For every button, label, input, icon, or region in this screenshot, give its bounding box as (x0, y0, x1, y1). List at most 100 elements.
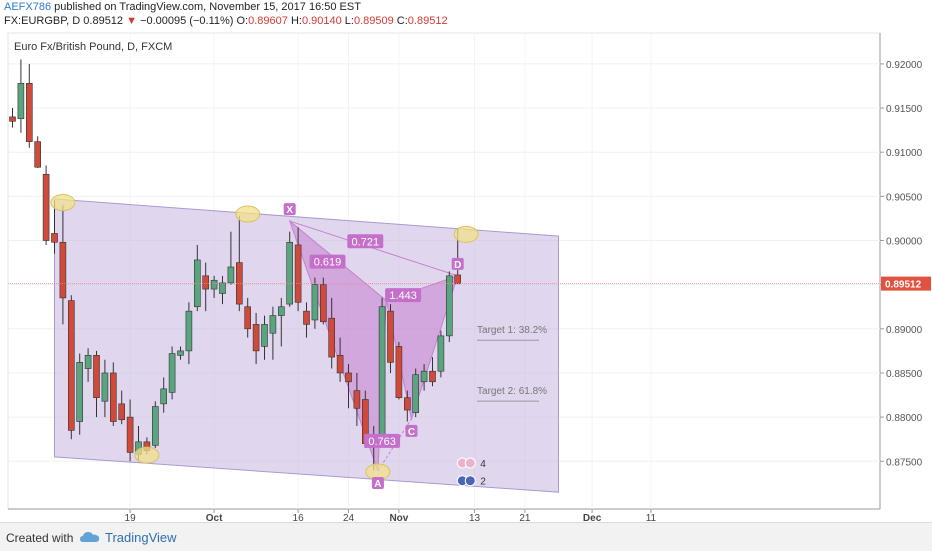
x-tick-label: Dec (583, 513, 602, 522)
published-text: published on TradingView.com, November 1… (54, 1, 361, 13)
candle (395, 342, 403, 400)
candle (303, 302, 310, 338)
candle-body (93, 355, 100, 398)
footer: Created with TradingView (0, 522, 932, 551)
candle (378, 297, 386, 444)
candle-body (328, 317, 336, 358)
channel[interactable] (54, 198, 559, 493)
candle (9, 108, 16, 128)
event-marker-count: 4 (480, 459, 486, 470)
candle-body (345, 372, 352, 383)
candle-body (353, 390, 361, 409)
candle-body (118, 403, 125, 421)
candle (101, 359, 109, 418)
candle-body (395, 346, 403, 398)
candle-body (303, 310, 310, 325)
candle (437, 330, 445, 378)
candle-body (412, 374, 420, 413)
candle (84, 348, 92, 382)
candle-body (101, 372, 109, 402)
annotations: X A C D 0.619 0.721 1.443 0.763 Target 1: 38.2% T… (8, 194, 880, 490)
candle (311, 277, 319, 329)
candle-body (286, 241, 294, 305)
candle (420, 364, 428, 391)
point-label-box (371, 476, 384, 489)
x-tick-label: 11 (646, 513, 657, 522)
candle-body (311, 284, 319, 321)
candle-body (160, 388, 167, 405)
candle (160, 377, 167, 413)
candle (185, 302, 193, 365)
candle-body (194, 259, 201, 308)
point-label-x: X (283, 203, 296, 216)
x-tick-label: 16 (293, 513, 305, 522)
candle (319, 277, 327, 325)
ratio-label-text: 0.721 (352, 236, 380, 248)
event-marker-count: 2 (480, 477, 486, 488)
open-label: O: (236, 15, 249, 27)
x-tick-label: 21 (519, 513, 531, 522)
axes: 0.875000.880000.885000.890000.895000.900… (125, 60, 931, 522)
ratio-label: 1.443 (385, 288, 422, 303)
price-chart[interactable]: X A C D 0.619 0.721 1.443 0.763 Target 1: 38.2% T… (0, 0, 932, 522)
candle (412, 368, 420, 418)
point-label-box (451, 257, 464, 270)
point-label-text: D (454, 260, 461, 271)
x-tick-label: 13 (469, 513, 481, 522)
candle (59, 205, 67, 325)
candle-body (51, 233, 58, 243)
highlight-ellipse (50, 194, 76, 212)
x-tick-label: 19 (125, 513, 137, 522)
candle (51, 199, 58, 254)
low-value: 0.89509 (353, 15, 394, 27)
candle (202, 262, 209, 312)
change: −0.00095 (−0.11%) (140, 15, 234, 27)
candle (34, 136, 42, 169)
candle (126, 399, 134, 462)
flag-icon (464, 475, 476, 487)
candle-body (76, 362, 83, 422)
channel-fill (54, 198, 559, 493)
candle-body (244, 306, 251, 330)
candle-body (84, 355, 92, 369)
ratio-label: 0.763 (364, 433, 401, 448)
candle (429, 357, 436, 387)
candle-body (420, 370, 428, 383)
candle (177, 346, 184, 360)
x-tick-label: 24 (343, 513, 355, 522)
candle (17, 59, 25, 133)
x-tick-label: Oct (206, 513, 223, 522)
highlight-ellipse (134, 446, 160, 464)
candle-body (152, 406, 159, 446)
tradingview-cloud-icon (80, 532, 100, 542)
candle (286, 231, 294, 307)
candle (277, 297, 285, 347)
symbol-line: FX:EURGBP, D 0.89512 ▼ −0.00095 (−0.11%)… (4, 15, 448, 27)
ratio-label-box (347, 234, 384, 249)
candle-body (403, 397, 411, 411)
candle (261, 315, 268, 360)
highlight-ellipse (453, 225, 479, 243)
candle (210, 275, 218, 298)
candle-body (378, 306, 386, 443)
last-price: 0.89512 (83, 15, 124, 27)
candle (93, 350, 100, 418)
ratio-label: 0.721 (347, 234, 384, 249)
candle (110, 362, 117, 426)
y-tick-label: 0.90000 (886, 237, 923, 248)
tradingview-brand[interactable]: TradingView (105, 530, 177, 545)
author-link[interactable]: AEFX786 (4, 1, 52, 13)
chart-title: Euro Fx/British Pound, D, FXCM (14, 41, 172, 53)
candle-body (269, 315, 277, 334)
candle (345, 364, 352, 409)
last-price-tag (881, 276, 931, 291)
open-value: 0.89607 (248, 15, 288, 27)
candle (244, 297, 251, 338)
y-tick-label: 0.92000 (886, 60, 923, 71)
point-label-c: C (405, 424, 418, 438)
candle-body (9, 116, 16, 122)
target-label: Target 1: 38.2% (477, 325, 547, 336)
candle-body (236, 262, 243, 305)
candle (387, 304, 394, 373)
candle-body (387, 310, 394, 363)
